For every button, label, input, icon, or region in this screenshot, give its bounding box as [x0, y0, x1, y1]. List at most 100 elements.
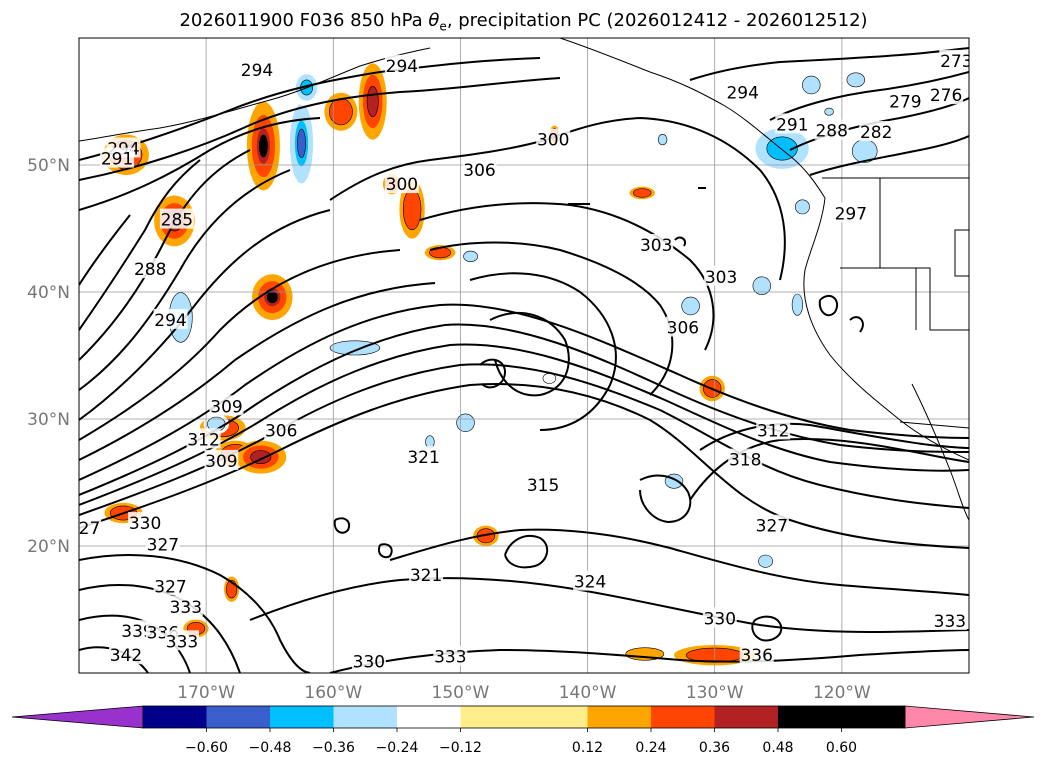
contour-label: 297	[833, 202, 868, 224]
contour-label: 294	[240, 58, 274, 81]
contour-labels: 294 294 294 291 285 288 294 300 300 306 303 303 306 2…	[68, 49, 969, 673]
contour-label-text: 306	[265, 421, 297, 441]
precip-pc-level	[250, 450, 272, 464]
contour-label-text: 327	[756, 517, 788, 537]
theta-e-contour	[419, 202, 715, 351]
precip-pc-blob	[677, 293, 704, 319]
precip-pc-blob	[749, 273, 775, 299]
theta-e-contour	[699, 422, 969, 451]
contour-label-bg	[168, 596, 203, 616]
theta-e-contour	[329, 116, 786, 281]
contour-label-text: 327	[68, 519, 100, 539]
theta-e-contour	[479, 358, 507, 389]
precip-pc-level	[791, 293, 804, 316]
contour-label: 306	[264, 419, 299, 441]
contour-label: 285	[159, 208, 194, 231]
contour-label-bg	[351, 650, 386, 671]
contour-label-bg	[384, 54, 419, 75]
precip-pc-level	[297, 128, 306, 158]
colorbar-segment	[270, 706, 334, 728]
chart-title-prefix: 2026011900 F036 850 hPa	[179, 10, 429, 31]
contour-label: 330	[702, 607, 737, 629]
theta-e-contour	[79, 363, 969, 516]
precip-pc-blob	[324, 92, 358, 131]
precip-pc-level	[463, 250, 478, 262]
y-tick-label: 20°N	[27, 537, 70, 557]
contour-label-text: 333	[170, 598, 202, 618]
chart-title-suffix: , precipitation PC (2026012412 - 2026012…	[446, 10, 868, 31]
contour-label-text: 282	[860, 123, 892, 143]
contour-label-text: 303	[640, 236, 672, 256]
contour-label-bg	[814, 119, 849, 140]
contour-label-text: 321	[407, 448, 439, 468]
theta-e-contour	[79, 57, 541, 161]
precip-pc-blob	[251, 274, 293, 320]
theta-e-contours	[79, 47, 969, 673]
contour-label: 327	[153, 575, 188, 598]
theta-e-contour	[389, 528, 969, 596]
theta-e-contour	[79, 209, 331, 421]
contour-label: 303	[639, 234, 674, 256]
y-tick-label: 30°N	[27, 410, 70, 430]
contour-label-text: 300	[386, 175, 418, 195]
colorbar-segment	[397, 706, 461, 728]
contour-label-bg	[128, 512, 163, 533]
contour-label: 306	[665, 316, 700, 339]
contour-label-text: 291	[776, 115, 808, 135]
contour-label: 279	[888, 90, 923, 113]
contour-label-text: 333	[434, 648, 466, 668]
x-tick-label: 160°W	[304, 683, 362, 703]
contour-label: 294	[384, 54, 419, 77]
theta-e-contour	[79, 169, 291, 391]
theta-e-contour	[79, 249, 401, 441]
contour-label-bg	[859, 121, 894, 141]
contour-label-text: 324	[574, 573, 606, 593]
contour-label: 333	[168, 596, 203, 618]
coastline-west-us	[803, 197, 969, 461]
contour-label-bg	[536, 128, 571, 149]
precip-pc-blob	[789, 289, 806, 320]
chart-title: 2026011900 F036 850 hPa θe, precipitatio…	[0, 10, 1047, 34]
colorbar-segment	[143, 706, 207, 728]
precip-pc-blob	[246, 101, 280, 191]
contour-label-text: 297	[835, 204, 867, 224]
theta-e-contour	[469, 272, 617, 431]
y-axis-ticks: 20°N 30°N 40°N 50°N	[27, 156, 70, 557]
x-tick-label: 150°W	[432, 683, 490, 703]
contour-label-bg	[165, 630, 199, 651]
contour-label-text: 315	[527, 476, 559, 496]
precip-pc-level	[681, 296, 700, 316]
contour-label: 312	[756, 419, 791, 441]
contour-label: 315	[526, 474, 561, 496]
contour-label-bg	[240, 58, 274, 79]
contour-label-text: 327	[154, 578, 186, 598]
precip-pc-blob	[798, 72, 824, 98]
contour-label: 327	[68, 517, 102, 539]
colorbar-tick-label: −0.60	[185, 740, 228, 756]
contour-label-text: 309	[205, 452, 237, 472]
contour-label: 327	[145, 533, 180, 556]
theta-e-contour	[79, 554, 311, 673]
theta-e-contour	[818, 294, 864, 333]
contour-label-text: 309	[210, 397, 242, 417]
precip-pc-level	[846, 72, 865, 88]
theta-e-contour	[79, 343, 969, 506]
contour-label-bg	[665, 316, 700, 337]
contour-label-bg	[725, 81, 760, 102]
contour-label-bg	[209, 395, 244, 416]
contour-label: 324	[573, 570, 608, 593]
contour-label-bg	[159, 208, 194, 229]
contour-label: 282	[859, 121, 894, 143]
x-tick-label: 170°W	[177, 683, 235, 703]
contour-label: 321	[406, 446, 441, 468]
precip-pc-level	[752, 276, 771, 295]
theta-e-contour	[79, 77, 561, 181]
precip-pc-blob	[629, 186, 655, 200]
colorbar-under-arrow	[11, 705, 144, 729]
contour-label-bg	[145, 533, 180, 554]
contour-label: 309	[204, 449, 239, 472]
contour-label-bg	[939, 49, 969, 70]
colorbar-segment	[841, 706, 905, 728]
precip-pc-blob	[843, 69, 869, 91]
precip-pc-level	[258, 134, 268, 158]
